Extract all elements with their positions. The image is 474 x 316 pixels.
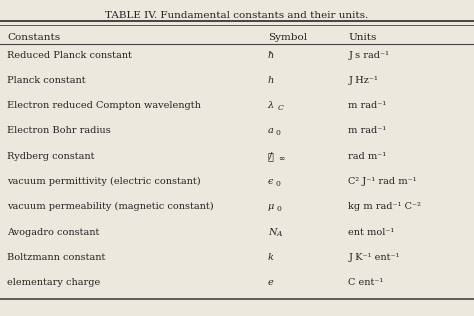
Text: Avogadro constant: Avogadro constant <box>7 228 100 236</box>
Text: m rad⁻¹: m rad⁻¹ <box>348 101 387 110</box>
Text: ∞: ∞ <box>278 155 284 162</box>
Text: Units: Units <box>348 33 377 42</box>
Text: h: h <box>268 76 274 85</box>
Text: C: C <box>277 104 283 112</box>
Text: N: N <box>268 228 276 236</box>
Text: vacuum permittivity (electric constant): vacuum permittivity (electric constant) <box>7 177 201 186</box>
Text: elementary charge: elementary charge <box>7 278 100 287</box>
Text: Electron Bohr radius: Electron Bohr radius <box>7 126 111 135</box>
Text: ℛ: ℛ <box>268 152 273 161</box>
Text: μ: μ <box>268 202 274 211</box>
Text: a: a <box>268 126 273 135</box>
Text: C² J⁻¹ rad m⁻¹: C² J⁻¹ rad m⁻¹ <box>348 177 417 186</box>
Text: k: k <box>268 253 273 262</box>
Text: ent mol⁻¹: ent mol⁻¹ <box>348 228 395 236</box>
Text: Planck constant: Planck constant <box>7 76 86 85</box>
Text: Rydberg constant: Rydberg constant <box>7 152 95 161</box>
Text: J K⁻¹ ent⁻¹: J K⁻¹ ent⁻¹ <box>348 253 400 262</box>
Text: Reduced Planck constant: Reduced Planck constant <box>7 51 132 59</box>
Text: 0: 0 <box>275 180 280 188</box>
Text: Symbol: Symbol <box>268 33 307 42</box>
Text: vacuum permeability (magnetic constant): vacuum permeability (magnetic constant) <box>7 202 214 211</box>
Text: e: e <box>268 278 273 287</box>
Text: Boltzmann constant: Boltzmann constant <box>7 253 106 262</box>
Text: Electron reduced Compton wavelength: Electron reduced Compton wavelength <box>7 101 201 110</box>
Text: kg m rad⁻¹ C⁻²: kg m rad⁻¹ C⁻² <box>348 202 421 211</box>
Text: ħ: ħ <box>268 51 274 59</box>
Text: λ: λ <box>268 101 274 110</box>
Text: J s rad⁻¹: J s rad⁻¹ <box>348 51 389 59</box>
Text: 0: 0 <box>276 205 281 213</box>
Text: /: / <box>269 152 273 161</box>
Text: rad m⁻¹: rad m⁻¹ <box>348 152 387 161</box>
Text: ϵ: ϵ <box>268 177 273 186</box>
Text: A: A <box>276 230 282 238</box>
Text: C ent⁻¹: C ent⁻¹ <box>348 278 384 287</box>
Text: m rad⁻¹: m rad⁻¹ <box>348 126 387 135</box>
Text: TABLE IV. Fundamental constants and their units.: TABLE IV. Fundamental constants and thei… <box>105 11 369 20</box>
Text: Constants: Constants <box>7 33 60 42</box>
Text: 0: 0 <box>275 129 280 137</box>
Text: J Hz⁻¹: J Hz⁻¹ <box>348 76 378 85</box>
